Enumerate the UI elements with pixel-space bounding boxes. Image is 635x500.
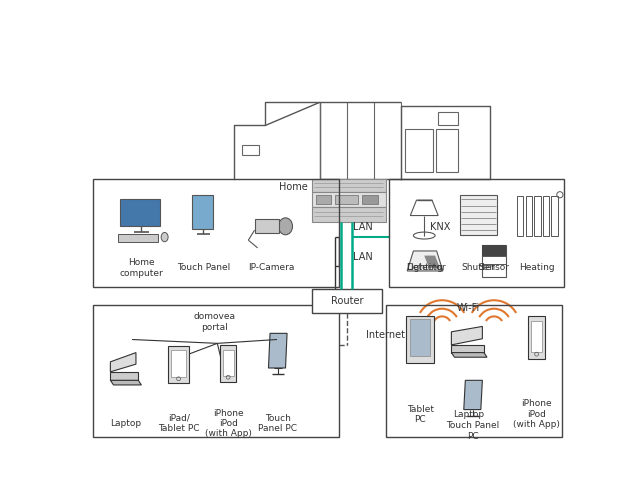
Text: Router: Router	[330, 296, 363, 306]
Text: Shutter: Shutter	[462, 264, 495, 272]
FancyBboxPatch shape	[192, 194, 213, 228]
Polygon shape	[110, 352, 136, 372]
Ellipse shape	[161, 232, 168, 241]
FancyBboxPatch shape	[528, 316, 545, 359]
Polygon shape	[451, 326, 483, 345]
FancyBboxPatch shape	[362, 194, 378, 204]
Polygon shape	[451, 352, 487, 357]
FancyBboxPatch shape	[223, 350, 234, 376]
FancyBboxPatch shape	[335, 194, 358, 204]
FancyBboxPatch shape	[119, 198, 160, 226]
Text: Home
computer: Home computer	[119, 258, 163, 278]
Text: Touch Panel: Touch Panel	[177, 264, 230, 272]
FancyBboxPatch shape	[220, 345, 236, 382]
FancyBboxPatch shape	[312, 290, 382, 312]
Text: Laptop: Laptop	[110, 419, 142, 428]
Text: domovea
portal: domovea portal	[194, 312, 236, 332]
Text: Home: Home	[279, 182, 308, 192]
FancyBboxPatch shape	[316, 194, 331, 204]
FancyBboxPatch shape	[460, 194, 497, 235]
Text: Tablet
PC: Tablet PC	[407, 404, 434, 424]
FancyBboxPatch shape	[171, 350, 186, 377]
FancyBboxPatch shape	[312, 180, 385, 192]
Text: iPhone
iPod
(with App): iPhone iPod (with App)	[513, 400, 560, 429]
Text: iPad/
Tablet PC: iPad/ Tablet PC	[158, 414, 199, 433]
FancyBboxPatch shape	[255, 220, 279, 233]
FancyBboxPatch shape	[118, 234, 158, 241]
Text: LAN: LAN	[353, 252, 373, 262]
FancyBboxPatch shape	[168, 346, 189, 384]
Text: Lighting: Lighting	[406, 264, 443, 272]
Text: Touch
Panel PC: Touch Panel PC	[258, 414, 297, 433]
Polygon shape	[464, 380, 483, 410]
FancyBboxPatch shape	[406, 316, 434, 364]
Polygon shape	[110, 380, 142, 385]
Text: Laptop: Laptop	[453, 410, 484, 418]
FancyBboxPatch shape	[481, 245, 506, 277]
Text: Detector: Detector	[406, 264, 446, 272]
FancyBboxPatch shape	[312, 207, 385, 222]
Text: IP-Camera: IP-Camera	[248, 264, 295, 272]
Polygon shape	[269, 334, 287, 368]
Polygon shape	[424, 256, 440, 268]
Text: Internet: Internet	[366, 330, 405, 340]
Text: KNX: KNX	[429, 222, 450, 232]
FancyBboxPatch shape	[531, 321, 542, 352]
Polygon shape	[451, 345, 484, 352]
Text: LAN: LAN	[353, 222, 373, 232]
Polygon shape	[407, 251, 443, 271]
FancyBboxPatch shape	[312, 192, 385, 207]
Text: Heating: Heating	[519, 264, 554, 272]
Ellipse shape	[279, 218, 293, 235]
Text: Wi-Fi: Wi-Fi	[457, 302, 480, 312]
FancyBboxPatch shape	[481, 245, 506, 256]
Polygon shape	[110, 372, 138, 380]
Text: Sensor: Sensor	[479, 264, 509, 272]
Text: iPhone
iPod
(with App): iPhone iPod (with App)	[204, 408, 251, 438]
Text: Touch Panel
PC: Touch Panel PC	[446, 422, 500, 441]
FancyBboxPatch shape	[410, 320, 431, 356]
